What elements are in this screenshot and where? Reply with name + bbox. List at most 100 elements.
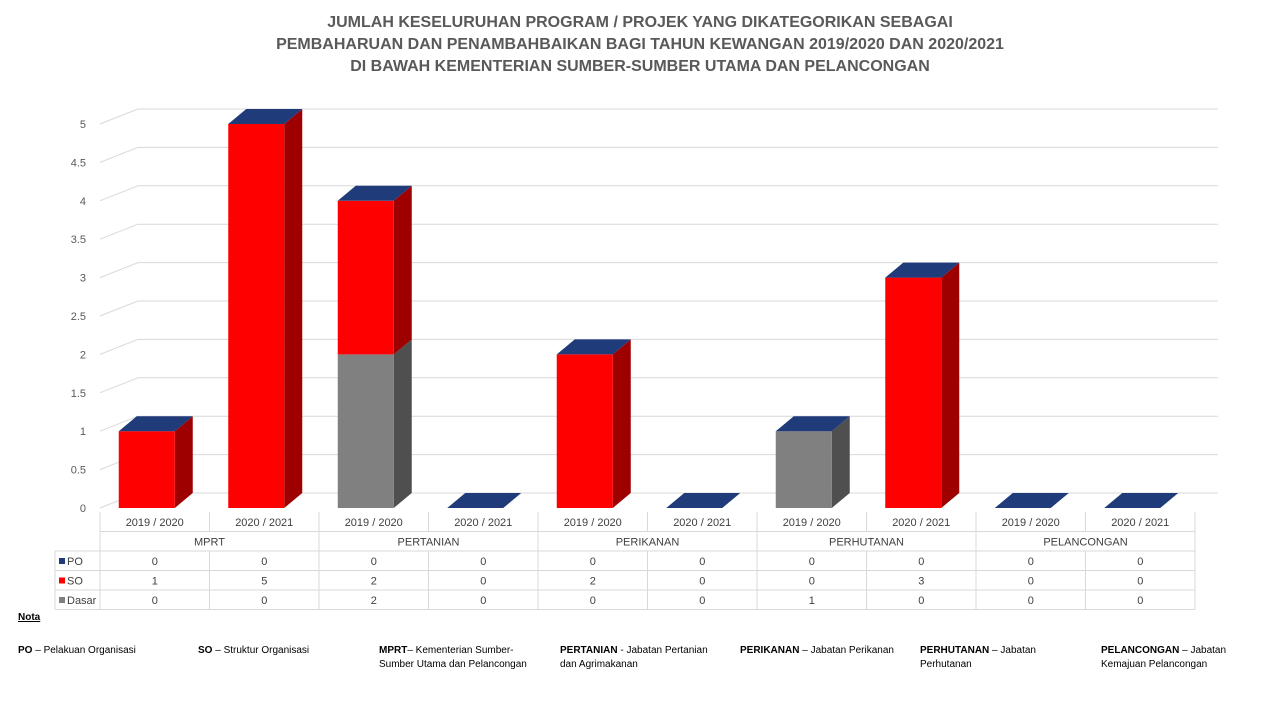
data-label: 0 bbox=[699, 595, 705, 607]
y-tick-label: 0.5 bbox=[71, 465, 86, 477]
data-label: 0 bbox=[152, 595, 158, 607]
bar-segment bbox=[557, 354, 613, 508]
data-label: 0 bbox=[590, 556, 596, 568]
bar-segment bbox=[776, 431, 832, 508]
data-label: 1 bbox=[152, 576, 158, 588]
note-key: PO bbox=[18, 645, 32, 656]
x-tick-label: 2020 / 2021 bbox=[673, 517, 731, 529]
group-label: PERHUTANAN bbox=[829, 537, 904, 549]
gridline-side bbox=[100, 263, 138, 278]
data-label: 0 bbox=[480, 595, 486, 607]
data-label: 0 bbox=[480, 556, 486, 568]
data-label: 0 bbox=[699, 576, 705, 588]
note-po: PO – Pelakuan Organisasi bbox=[18, 644, 188, 658]
bar-top bbox=[995, 493, 1069, 508]
legend-key bbox=[59, 578, 65, 584]
x-tick-label: 2019 / 2020 bbox=[783, 517, 841, 529]
data-label: 3 bbox=[918, 576, 924, 588]
bar-segment bbox=[338, 201, 394, 355]
note-text: – Struktur Organisasi bbox=[212, 645, 309, 656]
data-label: 0 bbox=[261, 556, 267, 568]
y-tick-label: 1 bbox=[80, 426, 86, 438]
legend-label: PO bbox=[67, 556, 83, 568]
y-tick-label: 5 bbox=[80, 119, 86, 131]
x-tick-label: 2019 / 2020 bbox=[564, 517, 622, 529]
gridline-side bbox=[100, 301, 138, 316]
bar-side bbox=[832, 416, 850, 508]
y-tick-label: 2.5 bbox=[71, 311, 86, 323]
note-key: PERHUTANAN bbox=[920, 645, 989, 656]
y-tick-label: 3 bbox=[80, 273, 86, 285]
legend-label: Dasar bbox=[67, 595, 97, 607]
gridline-side bbox=[100, 378, 138, 393]
bar-side bbox=[284, 109, 302, 508]
stacked-bar-chart: 00.511.522.533.544.552019 / 20202020 / 2… bbox=[0, 0, 1280, 610]
bar-top bbox=[666, 493, 740, 508]
data-label: 0 bbox=[809, 576, 815, 588]
group-label: PERTANIAN bbox=[398, 537, 460, 549]
note-key: PERTANIAN bbox=[560, 645, 618, 656]
data-label: 0 bbox=[480, 576, 486, 588]
x-tick-label: 2020 / 2021 bbox=[892, 517, 950, 529]
data-label: 0 bbox=[918, 556, 924, 568]
note-perhutanan: PERHUTANAN – Jabatan Perhutanan bbox=[920, 644, 1070, 672]
note-key: PERIKANAN bbox=[740, 645, 799, 656]
y-tick-label: 4 bbox=[80, 196, 86, 208]
bar-segment bbox=[885, 278, 941, 508]
bar-segment bbox=[338, 354, 394, 508]
legend-key bbox=[59, 597, 65, 603]
data-label: 0 bbox=[1028, 595, 1034, 607]
note-text: – Pelakuan Organisasi bbox=[32, 645, 135, 656]
x-tick-label: 2019 / 2020 bbox=[1002, 517, 1060, 529]
legend-label: SO bbox=[67, 576, 83, 588]
bar-side bbox=[394, 186, 412, 355]
gridline-side bbox=[100, 339, 138, 354]
gridline-side bbox=[100, 186, 138, 201]
y-tick-label: 4.5 bbox=[71, 157, 86, 169]
data-label: 0 bbox=[371, 556, 377, 568]
data-label: 5 bbox=[261, 576, 267, 588]
x-tick-label: 2019 / 2020 bbox=[126, 517, 184, 529]
note-pertanian: PERTANIAN - Jabatan Pertanian dan Agrima… bbox=[560, 644, 720, 672]
y-tick-label: 2 bbox=[80, 349, 86, 361]
x-tick-label: 2020 / 2021 bbox=[235, 517, 293, 529]
note-mprt: MPRT– Kementerian Sumber-Sumber Utama da… bbox=[379, 644, 539, 672]
bar-side bbox=[175, 416, 193, 508]
data-label: 0 bbox=[809, 556, 815, 568]
y-tick-label: 0 bbox=[80, 503, 86, 515]
legend-key bbox=[59, 558, 65, 564]
bar-side bbox=[394, 339, 412, 508]
bar-side bbox=[613, 339, 631, 508]
note-key: MPRT bbox=[379, 645, 407, 656]
data-label: 0 bbox=[1028, 576, 1034, 588]
bar-top bbox=[447, 493, 521, 508]
data-label: 0 bbox=[1137, 576, 1143, 588]
group-label: PERIKANAN bbox=[616, 537, 680, 549]
note-so: SO – Struktur Organisasi bbox=[198, 644, 368, 658]
gridline-side bbox=[100, 109, 138, 124]
group-label: PELANCONGAN bbox=[1043, 537, 1127, 549]
data-label: 0 bbox=[918, 595, 924, 607]
bar-segment bbox=[228, 124, 284, 508]
data-label: 2 bbox=[371, 595, 377, 607]
bar-top bbox=[1104, 493, 1178, 508]
data-label: 0 bbox=[152, 556, 158, 568]
data-label: 0 bbox=[1137, 556, 1143, 568]
data-label: 0 bbox=[1137, 595, 1143, 607]
gridline-side bbox=[100, 224, 138, 239]
data-label: 0 bbox=[590, 595, 596, 607]
group-label: MPRT bbox=[194, 537, 225, 549]
notes-section: Nota PO – Pelakuan Organisasi SO – Struk… bbox=[0, 610, 1280, 720]
data-label: 0 bbox=[261, 595, 267, 607]
x-tick-label: 2020 / 2021 bbox=[454, 517, 512, 529]
data-label: 1 bbox=[809, 595, 815, 607]
x-tick-label: 2020 / 2021 bbox=[1111, 517, 1169, 529]
note-key: SO bbox=[198, 645, 212, 656]
note-text: – Jabatan Perikanan bbox=[799, 645, 894, 656]
y-tick-label: 1.5 bbox=[71, 388, 86, 400]
bar-segment bbox=[119, 431, 175, 508]
data-label: 0 bbox=[699, 556, 705, 568]
note-perikanan: PERIKANAN – Jabatan Perikanan bbox=[740, 644, 910, 658]
gridline-side bbox=[100, 147, 138, 162]
note-pelancongan: PELANCONGAN – Jabatan Kemajuan Pelancong… bbox=[1101, 644, 1251, 672]
